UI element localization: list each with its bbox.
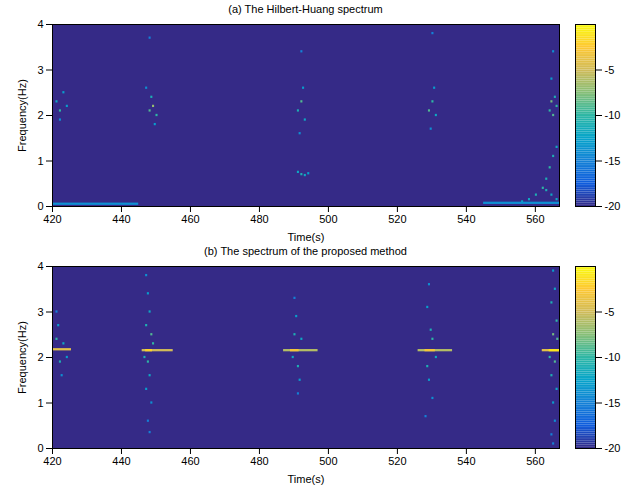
svg-text:500: 500 (319, 213, 337, 225)
svg-text:-20: -20 (605, 200, 621, 212)
svg-text:420: 420 (43, 213, 61, 225)
svg-text:3: 3 (37, 306, 43, 318)
svg-text:3: 3 (37, 64, 43, 76)
svg-text:-5: -5 (605, 306, 615, 318)
svg-text:4: 4 (37, 260, 43, 272)
svg-text:560: 560 (526, 455, 544, 467)
svg-text:0: 0 (37, 200, 43, 212)
svg-text:Time(s): Time(s) (288, 231, 325, 243)
svg-text:Frequency(Hz): Frequency(Hz) (16, 79, 28, 152)
svg-text:-10: -10 (605, 351, 621, 363)
svg-text:560: 560 (526, 213, 544, 225)
svg-text:4: 4 (37, 18, 43, 30)
svg-text:-5: -5 (605, 64, 615, 76)
svg-text:540: 540 (457, 455, 475, 467)
svg-text:-20: -20 (605, 442, 621, 454)
svg-text:2: 2 (37, 351, 43, 363)
svg-text:-15: -15 (605, 397, 621, 409)
svg-text:500: 500 (319, 455, 337, 467)
svg-text:520: 520 (388, 455, 406, 467)
svg-text:0: 0 (37, 442, 43, 454)
svg-text:520: 520 (388, 213, 406, 225)
svg-text:460: 460 (181, 213, 199, 225)
svg-text:1: 1 (37, 397, 43, 409)
svg-text:480: 480 (250, 213, 268, 225)
svg-text:420: 420 (43, 455, 61, 467)
svg-text:440: 440 (112, 455, 130, 467)
svg-text:540: 540 (457, 213, 475, 225)
svg-text:-10: -10 (605, 109, 621, 121)
svg-text:-15: -15 (605, 155, 621, 167)
svg-text:2: 2 (37, 109, 43, 121)
svg-text:Frequency(Hz): Frequency(Hz) (16, 321, 28, 394)
svg-text:440: 440 (112, 213, 130, 225)
html-text:(a) The Hilbert-Huang spectrum: (a) The Hilbert-Huang spectrum (228, 3, 383, 15)
svg-text:480: 480 (250, 455, 268, 467)
svg-text:Time(s): Time(s) (288, 473, 325, 485)
svg-text:1: 1 (37, 155, 43, 167)
html-text:(b) The spectrum of the propos: (b) The spectrum of the proposed method (204, 245, 407, 257)
svg-text:460: 460 (181, 455, 199, 467)
